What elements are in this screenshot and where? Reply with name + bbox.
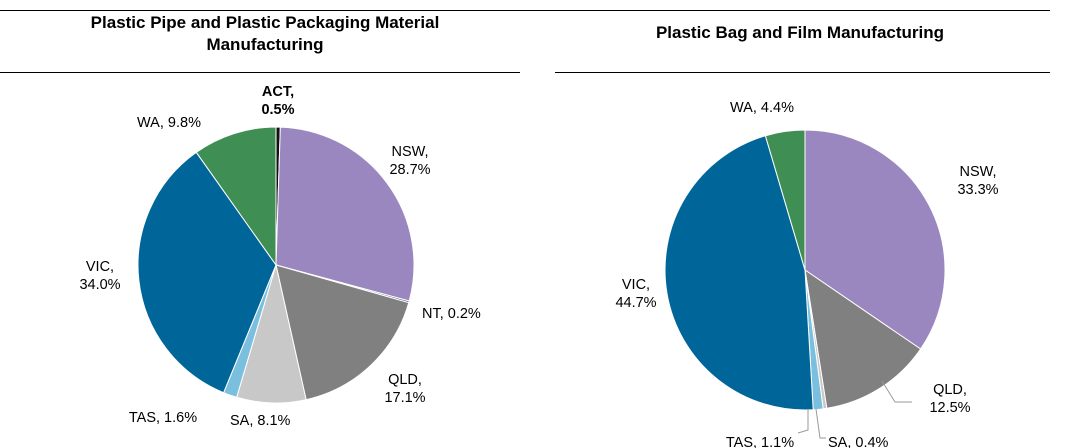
pie-chart-2: NSW, 33.3% QLD, 12.5% SA, 0.4% TAS, 1.1% VIC, 4… <box>615 100 998 448</box>
leader-line-tas <box>797 409 809 434</box>
data-label-nsw-line-2: 28.7% <box>389 162 430 178</box>
data-label-vic: VIC, 34.0% <box>79 259 120 293</box>
data-label-nsw: NSW, 33.3% <box>957 164 998 198</box>
data-label-vic-line-1: VIC, <box>86 259 114 275</box>
data-label-nsw-line-1: NSW, <box>959 164 996 180</box>
slice-qld <box>275 264 410 401</box>
data-label-sa-line-1: SA, 8.1% <box>230 413 291 429</box>
data-label-nt-line-1: NT, 0.2% <box>422 306 481 322</box>
chart-1-title: Plastic Pipe and Plastic Packaging Mater… <box>25 12 505 56</box>
chart-1-title-line-1: Plastic Pipe and Plastic Packaging Mater… <box>90 13 440 32</box>
data-label-vic-line-1: VIC, <box>622 277 650 293</box>
data-label-tas-line-1: TAS, 1.1% <box>726 435 794 448</box>
data-label-wa: WA, 4.4% <box>730 100 794 116</box>
data-label-qld: QLD, 12.5% <box>929 382 970 416</box>
data-label-qld: QLD, 17.1% <box>384 372 425 406</box>
slice-vic <box>137 151 277 394</box>
leader-line-qld <box>881 380 912 403</box>
slice-vic <box>664 135 814 411</box>
chart-2-title-line-1: Plastic Bag and Film Manufacturing <box>655 23 945 42</box>
data-label-sa: SA, 8.1% <box>230 413 291 429</box>
slice-nsw <box>804 129 946 350</box>
data-label-vic-line-2: 44.7% <box>615 295 656 311</box>
data-label-nsw-line-2: 33.3% <box>957 182 998 198</box>
data-label-wa-line-1: WA, 9.8% <box>137 115 201 131</box>
data-label-tas-line-1: TAS, 1.6% <box>129 410 197 426</box>
data-label-act-line-1: ACT, <box>262 84 294 100</box>
slice-wa <box>195 126 277 267</box>
data-label-qld-line-1: QLD, <box>388 372 422 388</box>
pie-chart-1: ACT, 0.5% NSW, 28.7% NT, 0.2% QLD, 17.1% SA, 8.… <box>79 84 480 429</box>
chart-1-title-line-2: Manufacturing <box>206 35 324 54</box>
top-rule <box>0 10 1050 11</box>
data-label-nt: NT, 0.2% <box>422 306 481 322</box>
data-label-nsw: NSW, 28.7% <box>389 144 430 178</box>
slice-wa <box>764 129 806 271</box>
leader-line-sa <box>815 408 826 439</box>
data-label-vic: VIC, 44.7% <box>615 277 656 311</box>
data-label-sa-line-1: SA, 0.4% <box>828 435 889 448</box>
data-label-nsw-line-1: NSW, <box>391 144 428 160</box>
data-label-act: ACT, 0.5% <box>261 84 294 118</box>
slice-qld <box>804 268 922 409</box>
data-label-sa: SA, 0.4% <box>828 435 889 448</box>
data-label-qld-line-2: 12.5% <box>929 400 970 416</box>
chart-2-bottom-rule <box>555 72 1050 73</box>
chart-1-bottom-rule <box>0 72 520 73</box>
data-label-qld-line-2: 17.1% <box>384 390 425 406</box>
data-label-qld-line-1: QLD, <box>933 382 967 398</box>
data-label-wa: WA, 9.8% <box>137 115 201 131</box>
data-label-wa-line-1: WA, 4.4% <box>730 100 794 116</box>
data-label-tas: TAS, 1.6% <box>129 410 197 426</box>
data-label-vic-line-2: 34.0% <box>79 277 120 293</box>
data-label-act-line-2: 0.5% <box>261 102 294 118</box>
data-label-tas: TAS, 1.1% <box>726 435 794 448</box>
chart-2-title: Plastic Bag and Film Manufacturing <box>560 22 1040 44</box>
slice-nsw <box>275 126 415 302</box>
